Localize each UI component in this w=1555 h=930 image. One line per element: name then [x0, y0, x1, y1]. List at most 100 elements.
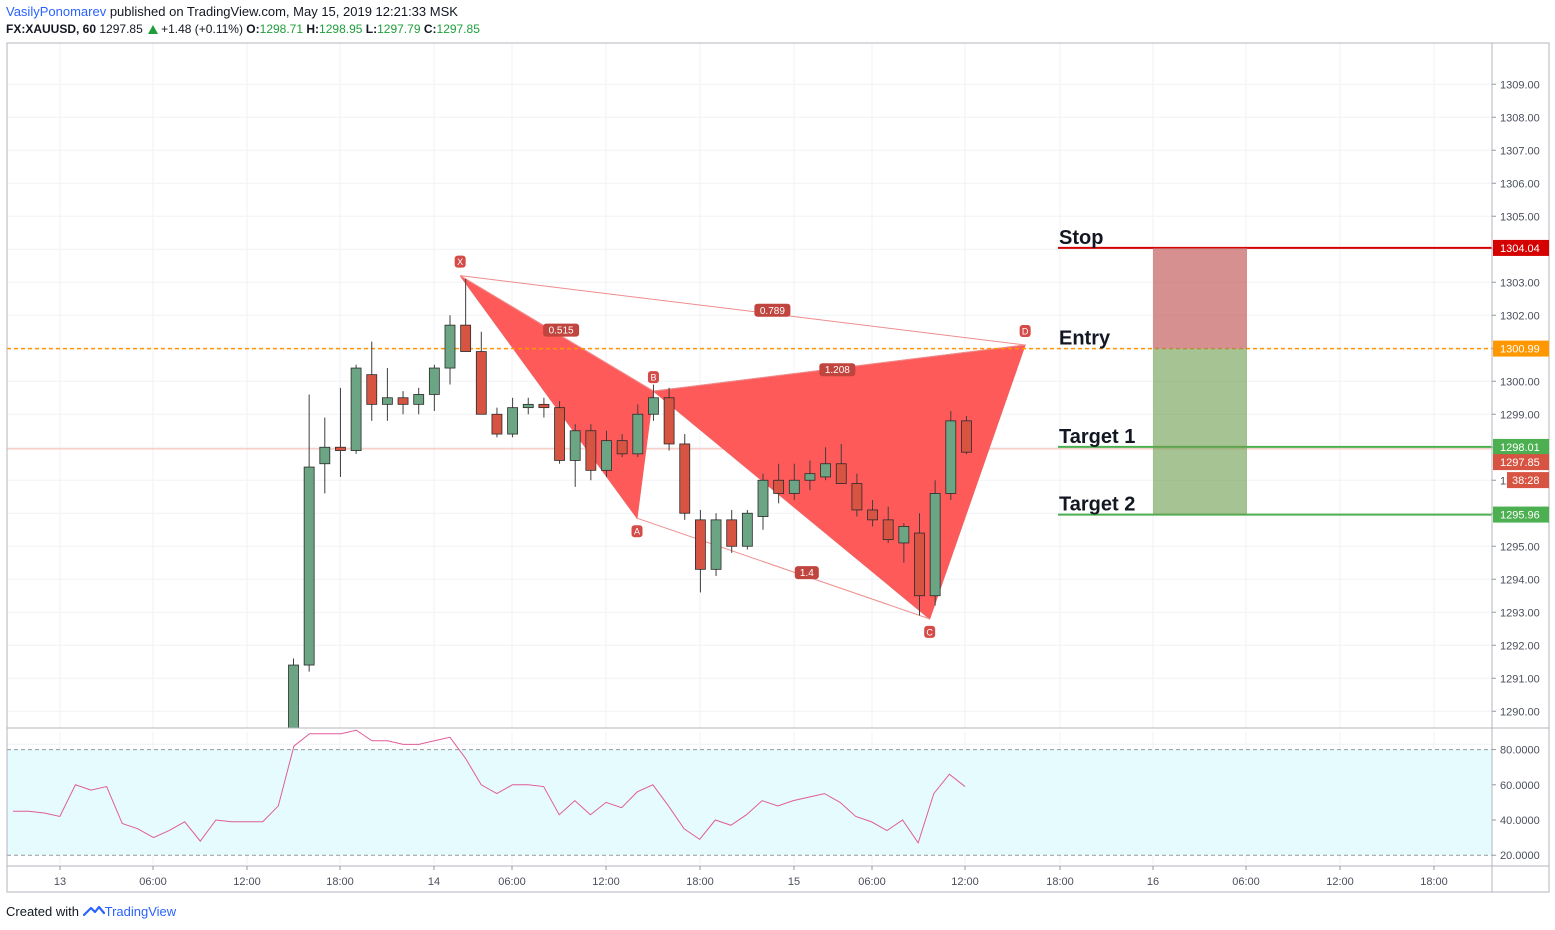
candle-body: [945, 420, 957, 494]
candle: [898, 523, 910, 563]
candle-body: [663, 397, 675, 445]
target2-price-badge-bg: [1493, 506, 1549, 523]
candle: [914, 513, 925, 616]
price-tick-label: 1309.00: [1500, 79, 1540, 91]
candle: [632, 404, 644, 458]
entry-price-badge: 1300.99: [1500, 344, 1540, 356]
price-tick-label: 1293.00: [1500, 607, 1540, 619]
time-tick-label: 06:00: [1232, 876, 1260, 888]
rsi-tick-label: 40.0000: [1500, 815, 1540, 827]
pattern-point-label-a: A: [634, 527, 640, 537]
time-tick-label: 18:00: [1046, 876, 1074, 888]
level-label-entry: Entry: [1059, 328, 1111, 350]
price-tick-label: 1299.00: [1500, 409, 1540, 421]
candle: [648, 384, 659, 421]
price-tick-label: 1295.00: [1500, 541, 1540, 553]
candle: [554, 401, 565, 464]
candle: [835, 443, 847, 484]
pattern-leg: [460, 275, 1026, 346]
ratio-label: 1.208: [825, 365, 850, 376]
entry-price-badge-bg: [1493, 340, 1549, 357]
low-value: 1297.79: [377, 22, 421, 36]
candle-body: [538, 403, 550, 409]
candle-body: [741, 512, 753, 547]
candle-body: [632, 413, 644, 455]
low-label: L:: [365, 22, 378, 36]
open-label: O:: [246, 22, 260, 36]
candle: [522, 397, 534, 415]
candle-body: [397, 397, 409, 405]
symbol-info: FX:XAUUSD, 60 1297.85 +1.48 (+0.11%) O:1…: [6, 22, 480, 36]
tradingview-logo-icon: [82, 905, 105, 917]
price-tick-label: 1307.00: [1500, 145, 1540, 157]
candle-body: [898, 526, 910, 544]
price-tick-label: 1300.00: [1500, 376, 1540, 388]
candle-body: [460, 324, 472, 352]
candle-body: [319, 446, 331, 465]
candle-body: [679, 443, 691, 514]
time-tick-label: 14: [428, 876, 440, 888]
price-tick-label: 1303.00: [1500, 277, 1540, 289]
pattern-point-badge: [1019, 324, 1031, 337]
time-tick-label: 16: [1147, 876, 1159, 888]
candle: [929, 480, 941, 606]
candle: [569, 424, 581, 487]
level-label-target-2: Target 2: [1059, 494, 1135, 516]
candle-body: [851, 483, 863, 511]
up-arrow-icon: [148, 25, 159, 34]
open-value: 1298.71: [259, 22, 304, 36]
candle: [695, 509, 706, 593]
candle: [475, 331, 487, 415]
created-with-text: Created with: [6, 904, 79, 919]
time-tick-label: 12:00: [592, 876, 620, 888]
pattern-point-badge: [924, 625, 936, 638]
candle: [366, 341, 378, 421]
candle: [585, 424, 597, 481]
candle: [679, 434, 691, 520]
candle-body: [303, 466, 315, 666]
candle-body: [366, 374, 378, 405]
candle: [303, 394, 315, 672]
candle-body: [882, 519, 894, 541]
time-tick-label: 18:00: [686, 876, 714, 888]
countdown-bg: [1507, 472, 1549, 489]
price-tick-label: 1290.00: [1500, 706, 1540, 718]
candle: [788, 463, 800, 501]
candle: [773, 463, 785, 504]
candle: [663, 387, 675, 451]
target1-price-badge-bg: [1493, 438, 1549, 455]
candle-body: [601, 440, 612, 471]
time-tick-label: 12:00: [951, 876, 979, 888]
rsi-tick-label: 20.0000: [1500, 850, 1540, 862]
rsi-band-fill: [7, 749, 1492, 856]
level-label-stop: Stop: [1059, 227, 1103, 249]
pattern-point-label-d: D: [1022, 326, 1029, 336]
candle-body: [413, 394, 425, 405]
rsi-line: [13, 729, 966, 845]
candle-body: [835, 463, 847, 484]
pattern-point-label-b: B: [650, 373, 656, 383]
time-tick-label: 18:00: [326, 876, 354, 888]
candle-body: [726, 519, 738, 547]
countdown-label: 38:28: [1512, 475, 1540, 487]
time-tick-label: 06:00: [139, 876, 167, 888]
candle: [288, 658, 299, 728]
candle-body: [929, 493, 941, 597]
candle: [397, 391, 409, 415]
candle-body: [820, 463, 831, 478]
ratio-badge: [794, 566, 819, 580]
candle: [945, 410, 957, 501]
pattern-point-badge: [631, 525, 643, 538]
candle: [491, 407, 503, 438]
candle: [335, 387, 346, 477]
candle-body: [616, 440, 628, 455]
ratio-label: 0.515: [549, 326, 574, 337]
tradingview-brand[interactable]: TradingView: [104, 904, 177, 919]
candle-body: [648, 397, 659, 415]
high-label: H:: [306, 22, 320, 36]
author-link[interactable]: VasilyPonomarev: [6, 4, 107, 19]
candle-body: [335, 446, 346, 451]
ratio-label: 1.4: [800, 568, 814, 579]
price-tick-label: 1292.00: [1500, 640, 1540, 652]
